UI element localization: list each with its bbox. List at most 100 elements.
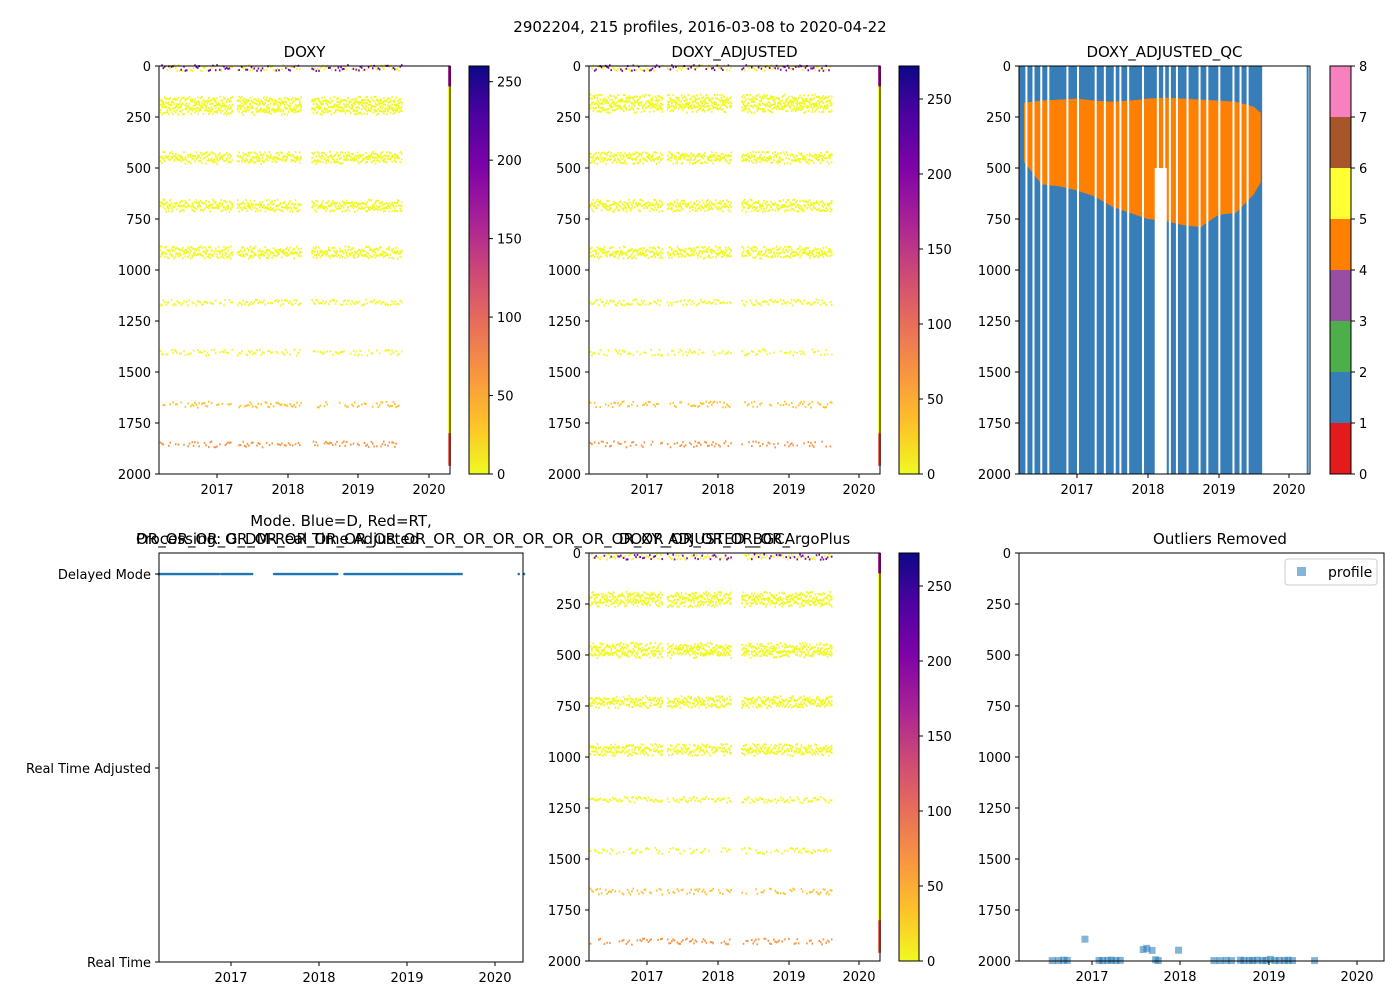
heatmap-cell — [206, 301, 209, 304]
heatmap-cell — [683, 156, 686, 159]
heatmap-cell — [774, 67, 777, 70]
heatmap-cell — [252, 106, 254, 109]
heatmap-cell — [176, 202, 178, 205]
heatmap-cell — [247, 154, 250, 157]
heatmap-cell — [327, 255, 330, 258]
heatmap-cell — [246, 68, 249, 71]
heatmap-cell — [609, 158, 611, 161]
heatmap-cell — [351, 300, 353, 303]
colorbar-tick-label: 100 — [497, 311, 522, 326]
heatmap-cell — [296, 354, 298, 357]
heatmap-cell — [185, 102, 188, 105]
heatmap-cell — [177, 154, 180, 157]
heatmap-cell — [325, 108, 327, 111]
heatmap-cell — [782, 251, 785, 254]
heatmap-cell — [258, 442, 261, 445]
heatmap-cell — [741, 68, 743, 71]
heatmap-cell — [163, 103, 166, 106]
heatmap-cell — [247, 106, 250, 109]
heatmap-cell — [693, 247, 695, 250]
heatmap-cell — [675, 106, 677, 109]
heatmap-cell — [220, 106, 222, 109]
heatmap-cell — [225, 201, 228, 204]
heatmap-cell — [256, 153, 258, 156]
heatmap-cell — [818, 111, 821, 114]
heatmap-cell — [221, 109, 224, 112]
heatmap-cell — [227, 106, 229, 109]
heatmap-cell — [176, 351, 178, 354]
heatmap-cell — [773, 103, 775, 106]
heatmap-cell — [344, 299, 347, 302]
heatmap-cell — [742, 200, 745, 203]
heatmap-cell — [161, 99, 163, 102]
heatmap-cell — [177, 159, 180, 162]
heatmap-cell — [163, 112, 166, 115]
heatmap-cell — [744, 106, 746, 109]
heatmap-cell — [294, 250, 297, 253]
heatmap-cell — [271, 351, 273, 354]
heatmap-cell — [711, 248, 713, 251]
heatmap-cell — [348, 152, 351, 155]
heatmap-cell — [286, 113, 289, 116]
heatmap-cell — [774, 106, 777, 109]
heatmap-cell — [327, 110, 330, 113]
heatmap-cell — [637, 107, 640, 110]
heatmap-cell — [354, 250, 356, 253]
heatmap-cell — [695, 155, 698, 158]
heatmap-cell — [188, 299, 191, 302]
heatmap-cell — [762, 202, 764, 205]
heatmap-cell — [290, 159, 293, 162]
heatmap-cell — [219, 201, 221, 204]
heatmap-cell — [316, 106, 319, 109]
heatmap-cell — [296, 207, 298, 210]
heatmap-cell — [629, 157, 632, 160]
heatmap-cell — [281, 299, 283, 302]
heatmap-cell — [181, 70, 184, 73]
heatmap-cell — [803, 99, 805, 102]
heatmap-cell — [793, 159, 796, 162]
heatmap-cell — [649, 246, 651, 249]
heatmap-cell — [807, 203, 810, 206]
heatmap-cell — [333, 161, 335, 164]
heatmap-cell — [767, 210, 770, 213]
heatmap-cell — [161, 101, 163, 104]
heatmap-cell — [600, 66, 603, 69]
heatmap-cell — [336, 440, 338, 443]
heatmap-cell — [381, 250, 384, 253]
heatmap-cell — [708, 99, 710, 102]
heatmap-cell — [395, 252, 397, 255]
heatmap-cell — [701, 250, 703, 253]
heatmap-cell — [261, 351, 264, 354]
heatmap-cell — [320, 249, 323, 252]
heatmap-cell — [365, 298, 367, 301]
heatmap-cell — [181, 102, 184, 105]
heatmap-cell — [694, 106, 697, 109]
heatmap-cell — [184, 199, 187, 202]
heatmap-cell — [668, 106, 670, 109]
heatmap-cell — [621, 154, 624, 157]
heatmap-cell — [826, 250, 829, 253]
heatmap-cell — [319, 249, 322, 252]
heatmap-cell — [613, 251, 615, 254]
heatmap-cell — [764, 202, 767, 205]
heatmap-cell — [271, 157, 273, 160]
heatmap-cell — [263, 161, 265, 164]
plot-area — [159, 66, 450, 474]
heatmap-cell — [746, 102, 749, 105]
heatmap-cell — [278, 248, 280, 251]
heatmap-cell — [367, 109, 370, 112]
heatmap-cell — [618, 153, 621, 156]
heatmap-cell — [657, 94, 659, 97]
heatmap-cell — [730, 205, 732, 208]
heatmap-cell — [378, 155, 381, 158]
heatmap-cell — [338, 157, 341, 160]
heatmap-cell — [363, 249, 366, 252]
heatmap-cell — [826, 157, 829, 160]
heatmap-cell — [179, 100, 181, 103]
heatmap-cell — [690, 206, 692, 209]
heatmap-cell — [759, 250, 761, 253]
heatmap-cell — [655, 105, 658, 108]
heatmap-cell — [187, 250, 189, 253]
heatmap-cell — [327, 204, 330, 207]
heatmap-cell — [366, 302, 369, 305]
